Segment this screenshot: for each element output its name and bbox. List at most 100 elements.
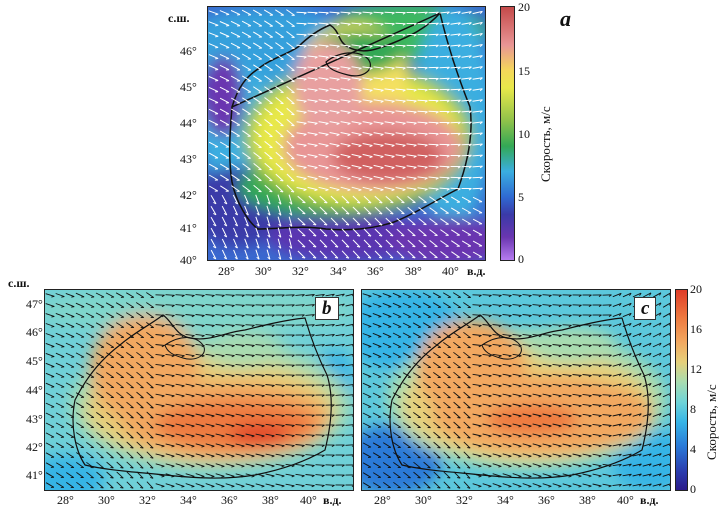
wind-arrow-head [335,212,339,215]
wind-arrow-head [251,435,255,438]
lon-tick: 34° [180,493,197,507]
wind-arrow-head [378,245,383,248]
wind-arrow [406,176,417,179]
wind-arrow [318,164,329,169]
wind-arrow [402,332,412,338]
wind-arrow-head [231,425,235,428]
wind-arrow-head [261,294,265,297]
wind-arrow-head [538,485,542,488]
wind-arrow-head [358,145,362,148]
wind-arrow [492,443,502,447]
wind-arrow [461,11,472,14]
wind-arrow-head [215,13,219,16]
wind-arrow-head [413,166,417,169]
wind-arrow [65,362,75,368]
wind-arrow-head [312,256,317,259]
wind-arrow [65,382,75,388]
wind-arrow-head [518,425,522,428]
wind-arrow-head [314,122,318,125]
wind-arrow [296,154,307,157]
wind-arrow-head [130,477,134,479]
wind-arrow-head [289,201,293,205]
wind-arrow [126,471,134,479]
wind-arrow [340,22,351,25]
wind-arrow-head [413,12,417,15]
wind-arrow [662,393,670,398]
wind-arrow-head [435,44,439,48]
wind-arrow [296,165,307,168]
wind-arrow [632,453,642,457]
wind-arrow-head [380,56,384,59]
wind-arrow-head [171,435,175,438]
wind-arrow [502,423,512,427]
wind-arrow [373,121,384,124]
wind-arrow [106,372,114,378]
wind-arrow-head [271,334,275,338]
wind-arrow [215,473,225,477]
wind-arrow [382,312,392,318]
wind-arrow-head [351,354,353,357]
wind-arrow [340,77,351,80]
wind-arrow [472,304,482,306]
wind-arrow [492,333,502,337]
wind-arrow [612,373,622,377]
wind-arrow [86,481,94,489]
wind-arrow [406,99,417,102]
wind-arrow-head [181,325,185,328]
wind-arrow-head [245,234,249,238]
wind-arrow [472,433,482,437]
wind-arrow-head [568,485,572,488]
wind-arrow-head [291,364,295,368]
wind-arrow-head [281,385,285,388]
wind-arrow-head [424,78,428,81]
wind-arrow [116,461,124,469]
wind-arrow-head [608,364,612,368]
wind-arrow [297,206,306,215]
wind-arrow [235,383,245,387]
wind-arrow-head [347,67,351,70]
wind-arrow-head [140,487,144,489]
wind-arrow-head [424,100,428,103]
lat-tick: 45° [26,354,43,368]
wind-arrow-head [669,373,670,376]
wind-arrow [662,312,670,318]
wind-arrow [542,443,552,447]
wind-arrow-head [325,56,329,59]
wind-arrow [319,250,328,259]
wind-arrow-head [351,435,353,437]
wind-arrow-head [313,212,317,215]
wind-arrow [363,217,372,226]
wind-arrow [215,373,225,377]
wind-arrow-head [311,404,315,408]
wind-arrow-head [578,294,582,297]
wind-arrow [208,32,219,37]
wind-arrow-head [321,374,325,377]
wind-arrow [205,433,215,437]
lon-tick: 40° [442,264,459,278]
wind-arrow [402,292,412,298]
wind-arrow-head [351,364,353,367]
wind-arrow-head [402,56,406,59]
wind-arrow [308,228,317,237]
wind-arrow-head [341,424,345,427]
wind-arrow [175,383,185,387]
wind-arrow-head [231,365,235,368]
wind-arrow [461,218,472,225]
wind-arrow-head [588,304,592,307]
wind-arrow-head [447,457,451,459]
wind-arrow-head [336,134,340,137]
wind-arrow [412,302,422,308]
wind-arrow [552,324,562,326]
wind-arrow-head [467,427,471,429]
wind-arrow [55,322,65,328]
wind-arrow-head [508,445,512,448]
wind-arrow-head [508,365,512,368]
wind-arrow [208,174,219,181]
wind-arrow-head [181,425,185,428]
wind-arrow-head [446,33,450,37]
wind-arrow [453,461,461,469]
wind-arrow [215,413,225,417]
wind-arrow-head [424,188,428,191]
wind-arrow [264,108,273,115]
wind-arrow-head [446,11,450,15]
